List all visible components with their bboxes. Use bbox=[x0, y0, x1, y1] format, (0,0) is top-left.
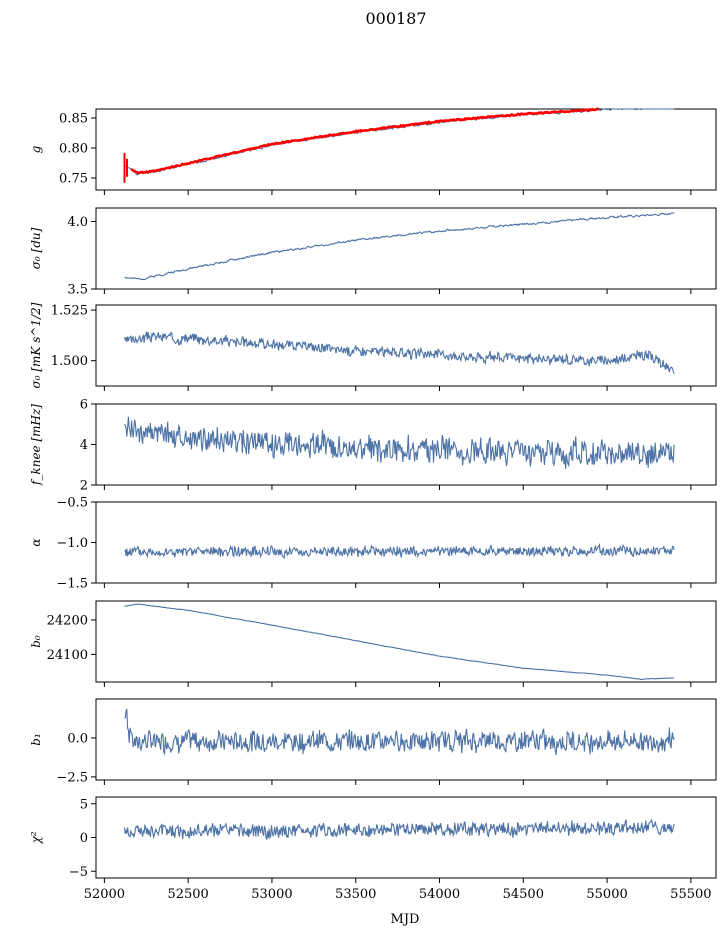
y-axis-label: b₀ bbox=[29, 635, 43, 648]
axes-frame bbox=[95, 501, 717, 584]
panel-6: 24100 24200 b₀ bbox=[29, 600, 717, 687]
panel-4: 2 4 6 f_knee [mHz] bbox=[29, 398, 717, 494]
axes-frame bbox=[95, 698, 717, 781]
panels: 0.75 0.80 0.85 g 3.5 4.0 σ₀ [du] 1.500 1.525 σ₀ [… bbox=[29, 107, 717, 902]
x-tick-label: 55500 bbox=[670, 887, 711, 902]
axes-frame bbox=[95, 207, 717, 290]
y-tick-label: 4.0 bbox=[67, 215, 88, 230]
x-tick-label: 52000 bbox=[84, 887, 125, 902]
panel-1: 0.75 0.80 0.85 g bbox=[29, 107, 717, 195]
x-tick-label: 53000 bbox=[251, 887, 292, 902]
y-tick-label: −2.5 bbox=[56, 770, 88, 785]
y-tick-label: 0.75 bbox=[59, 172, 88, 187]
y-axis-label: α bbox=[29, 538, 43, 546]
y-axis-label: b₁ bbox=[29, 733, 43, 746]
series-line bbox=[124, 603, 675, 680]
axes-frame bbox=[95, 600, 717, 683]
axes-frame bbox=[95, 403, 717, 486]
panel-8: −5 0 5 52000 52500 53000 53500 54000 54500 55000 5… bbox=[29, 796, 717, 902]
model-line bbox=[130, 107, 600, 175]
axes-frame bbox=[95, 304, 717, 387]
series-line bbox=[124, 708, 675, 756]
y-tick-label: 4 bbox=[80, 438, 88, 453]
series-line bbox=[123, 331, 675, 374]
x-tick-label: 52500 bbox=[167, 887, 208, 902]
y-axis-label: χ² bbox=[29, 831, 43, 844]
x-tick-label: 54000 bbox=[419, 887, 460, 902]
y-tick-label: −1.0 bbox=[56, 536, 88, 551]
y-tick-label: 3.5 bbox=[67, 283, 88, 298]
y-tick-label: 0.0 bbox=[67, 731, 88, 746]
x-tick-label: 55000 bbox=[586, 887, 627, 902]
y-tick-label: 5 bbox=[80, 797, 88, 812]
y-axis-label: σ₀ [mK s^1/2] bbox=[29, 302, 43, 388]
y-tick-label: 2 bbox=[80, 479, 88, 494]
x-axis-label: MJD bbox=[391, 912, 420, 927]
panel-5: −1.5 −1.0 −0.5 α bbox=[29, 496, 717, 592]
y-tick-label: −5 bbox=[69, 865, 88, 880]
figure-title: 000187 bbox=[365, 9, 426, 28]
series-line bbox=[124, 212, 675, 281]
y-tick-label: 1.500 bbox=[51, 354, 88, 369]
y-tick-label: 24200 bbox=[47, 613, 88, 628]
series-line bbox=[124, 416, 675, 469]
y-tick-label: 6 bbox=[80, 398, 88, 413]
axes-frame bbox=[95, 108, 717, 191]
x-tick-label: 54500 bbox=[503, 887, 544, 902]
y-tick-label: 1.525 bbox=[51, 304, 88, 319]
panel-2: 3.5 4.0 σ₀ [du] bbox=[29, 207, 717, 298]
y-tick-label: 0 bbox=[80, 831, 88, 846]
series-line bbox=[123, 818, 675, 841]
y-axis-label: g bbox=[29, 145, 43, 153]
y-axis-label: σ₀ [du] bbox=[29, 227, 43, 269]
y-tick-label: 24100 bbox=[47, 648, 88, 663]
series-line bbox=[124, 108, 675, 176]
x-tick-label: 53500 bbox=[335, 887, 376, 902]
y-tick-label: −0.5 bbox=[56, 496, 88, 511]
y-tick-label: −1.5 bbox=[56, 577, 88, 592]
panel-3: 1.500 1.525 σ₀ [mK s^1/2] bbox=[29, 302, 717, 391]
y-tick-label: 0.85 bbox=[59, 112, 88, 127]
series-line bbox=[124, 543, 675, 560]
panel-7: −2.5 0.0 b₁ bbox=[29, 698, 717, 785]
y-tick-label: 0.80 bbox=[59, 142, 88, 157]
y-axis-label: f_knee [mHz] bbox=[29, 404, 43, 486]
